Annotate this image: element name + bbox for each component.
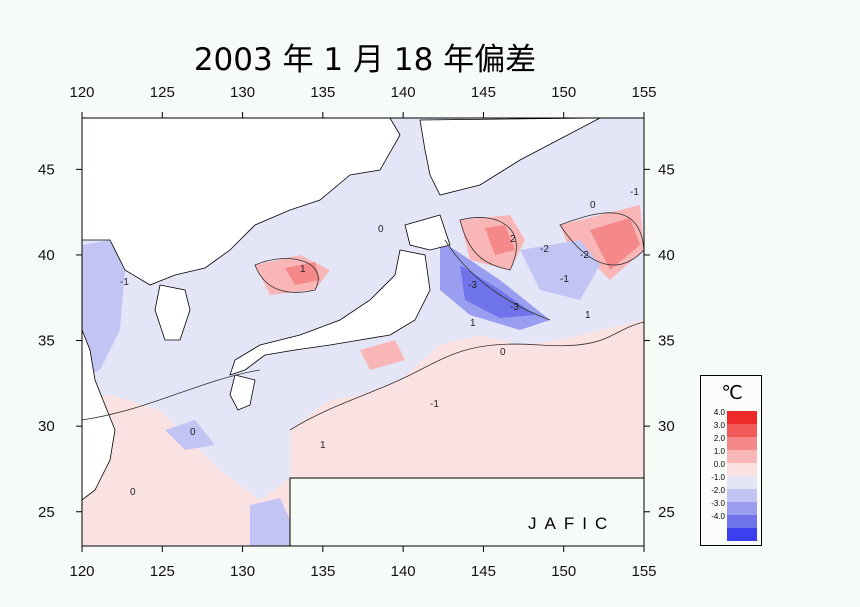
lon-tick-label: 150 [551,563,576,580]
warm-anomaly-core [285,262,320,285]
legend-label: -2.0 [711,486,725,495]
contour-label: 0 [500,347,506,358]
contour-label: -1 [430,399,439,410]
contour-label: -3 [510,302,519,313]
cool-anomaly-patch [165,420,215,450]
contour-label: 0 [190,427,196,438]
legend-swatch [727,489,757,502]
cool-anomaly-east [520,240,600,300]
map-frame [81,117,645,547]
legend-label: 2.0 [713,434,725,443]
legend-swatch [727,476,757,489]
legend-label: 4.0 [713,408,725,417]
map-title: 2003 年 1 月 18 年偏差 [193,42,537,78]
legend-swatch [727,450,757,463]
contour-label: -1 [630,187,639,198]
warm-anomaly-southwest [82,395,290,546]
legend-label: -3.0 [711,499,725,508]
lon-tick-label: 140 [391,563,416,580]
contour-label: -2 [540,244,549,255]
lon-tick-label: 145 [471,563,496,580]
contour-label: -1 [560,274,569,285]
lat-tick-label: 45 [658,161,675,178]
sakhalin-kurils [419,117,601,196]
lon-tick-label: 155 [631,563,656,580]
legend-unit: ℃ [721,382,743,404]
warm-anomaly-northeast-core [590,218,640,270]
legend-swatch [727,502,757,515]
lat-tick-label: 40 [658,247,675,264]
legend-swatch [727,528,757,541]
lat-tick-label: 35 [658,333,675,350]
lat-tick-label: 30 [38,418,55,435]
lon-tick-label: 120 [69,563,94,580]
lat-tick-label: 25 [658,504,675,521]
contour-line [81,369,261,421]
contour-line [459,217,517,271]
lon-tick-label: 125 [150,563,175,580]
legend-swatch [727,411,757,424]
contour-label: 1 [320,440,326,451]
credit-label: JAFIC [528,514,616,533]
contour-line [444,239,551,321]
lat-tick-label: 30 [658,418,675,435]
lon-tick-label: 150 [551,84,576,101]
legend-swatch [727,424,757,437]
legend-swatch [727,437,757,450]
lon-tick-label: 130 [230,563,255,580]
legend-swatch [727,463,757,476]
lat-tick-label: 40 [38,247,55,264]
lon-tick-label: 155 [631,84,656,101]
contour-label: 2 [510,234,516,245]
hokkaido [404,214,451,251]
contour-label: 1 [470,318,476,329]
legend-label: -4.0 [711,512,725,521]
lon-tick-label: 145 [471,84,496,101]
warm-anomaly-north-core [485,225,515,255]
contour-label: 1 [300,264,306,275]
legend-label: 3.0 [713,421,725,430]
contour-labels: 1 0 -1 -2 -3 1 0 -1 2 -2 -3 1 0 -1 1 0 0 -1 [120,187,639,498]
contour-line [289,321,645,431]
cool-anomaly-patch-south [250,498,290,546]
china-coast [81,329,116,501]
warm-anomaly-patch [360,340,405,370]
honshu [229,249,431,376]
legend-label: 0.0 [713,460,725,469]
lon-tick-label: 120 [69,84,94,101]
legend-swatch [727,515,757,528]
legend-label: 1.0 [713,447,725,456]
lat-tick-label: 45 [38,161,55,178]
kyushu [229,374,256,411]
lon-tick-label: 135 [310,84,335,101]
contour-label: -2 [580,250,589,261]
asian-continent [81,117,401,286]
contour-label: 0 [378,224,384,235]
lon-tick-label: 130 [230,84,255,101]
korean-peninsula [154,284,191,341]
inset-box [289,477,645,547]
lat-tick-label: 35 [38,333,55,350]
contour-label: 0 [590,200,596,211]
contour-label: -3 [468,280,477,291]
contour-line [254,258,319,293]
lat-tick-label: 25 [38,504,55,521]
cool-anomaly-west [82,240,125,380]
lon-tick-label: 125 [150,84,175,101]
contour-label: -1 [120,277,129,288]
warm-anomaly-south [290,320,644,478]
lon-tick-label: 135 [310,563,335,580]
axis-ticks: 1201201251251301301351351401401451451501… [38,84,675,580]
legend-label: -1.0 [711,473,725,482]
color-legend: ℃ 4.0 3.0 2.0 1.0 0.0 -1.0 -2.0 -3.0 -4.0 [700,375,762,546]
lon-tick-label: 140 [391,84,416,101]
contour-label: 1 [585,310,591,321]
contour-label: 0 [130,487,136,498]
